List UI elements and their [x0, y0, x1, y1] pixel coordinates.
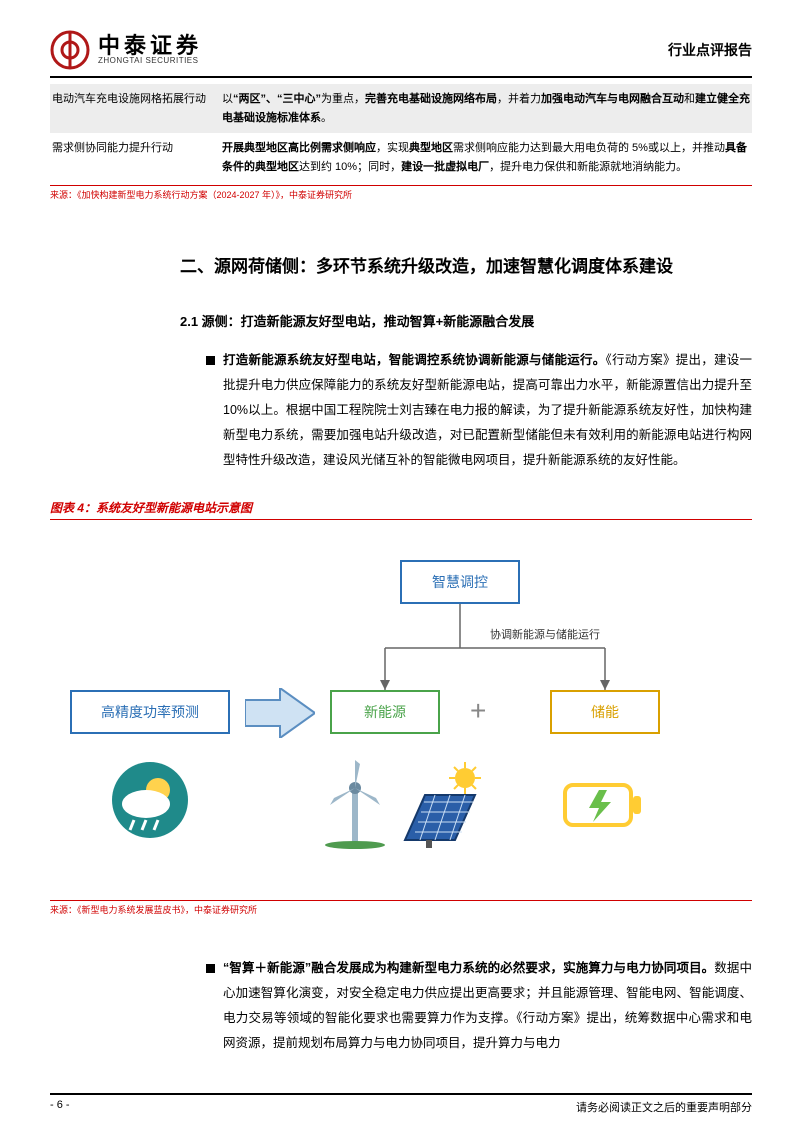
diagram-node-new-energy: 新能源: [330, 690, 440, 734]
table-cell-name: 电动汽车充电设施网格拓展行动: [50, 84, 220, 133]
diagram-edge-label: 协调新能源与储能运行: [490, 626, 600, 642]
big-arrow-icon: [245, 688, 315, 738]
diagram-node-storage: 储能: [550, 690, 660, 734]
figure-source: 来源：《新型电力系统发展蓝皮书》，中泰证券研究所: [50, 900, 752, 916]
bullet-item: 打造新能源系统友好型电站，智能调控系统协调新能源与储能运行。《行动方案》提出，建…: [206, 348, 752, 473]
section-body: 二、源网荷储侧：多环节系统升级改造，加速智慧化调度体系建设 2.1 源侧：打造新…: [50, 251, 752, 473]
solar-panel-icon: [400, 760, 490, 850]
bullet-text: “智算＋新能源”融合发展成为构建新型电力系统的必然要求，实施算力与电力协同项目。…: [223, 956, 752, 1056]
table-cell-name: 需求侧协同能力提升行动: [50, 133, 220, 182]
figure-title: 图表 4：系统友好型新能源电站示意图: [50, 499, 752, 520]
action-table: 电动汽车充电设施网格拓展行动 以“两区”、“三中心”为重点，完善充电基础设施网络…: [50, 84, 752, 183]
page-number: - 6 -: [50, 1099, 70, 1115]
table-cell-desc: 以“两区”、“三中心”为重点，完善充电基础设施网络布局，并着力加强电动汽车与电网…: [220, 84, 752, 133]
table-row: 需求侧协同能力提升行动 开展典型地区高比例需求侧响应，实现典型地区需求侧响应能力…: [50, 133, 752, 182]
wind-turbine-icon: [320, 760, 390, 850]
logo-text-en: ZHONGTAI SECURITIES: [98, 57, 202, 65]
page-header: 中泰证券 ZHONGTAI SECURITIES 行业点评报告: [50, 30, 752, 78]
section-body-2: “智算＋新能源”融合发展成为构建新型电力系统的必然要求，实施算力与电力协同项目。…: [50, 956, 752, 1056]
disclaimer-note: 请务必阅读正文之后的重要声明部分: [576, 1099, 752, 1115]
table-cell-desc: 开展典型地区高比例需求侧响应，实现典型地区需求侧响应能力达到最大用电负荷的 5%…: [220, 133, 752, 182]
section-heading: 二、源网荷储侧：多环节系统升级改造，加速智慧化调度体系建设: [180, 251, 752, 283]
doc-type: 行业点评报告: [668, 40, 752, 60]
table-source: 来源：《加快构建新型电力系统行动方案（2024-2027 年）》，中泰证券研究所: [50, 185, 752, 201]
section-subheading: 2.1 源侧：打造新能源友好型电站，推动智算+新能源融合发展: [180, 311, 752, 330]
brand-logo: 中泰证券 ZHONGTAI SECURITIES: [50, 30, 202, 70]
diagram-plus: +: [470, 695, 486, 727]
diagram-node-left: 高精度功率预测: [70, 690, 230, 734]
bullet-square-icon: [206, 356, 215, 365]
diagram-system-friendly-station: 智慧调控 协调新能源与储能运行 高精度功率预测 新能源 + 储能: [50, 560, 752, 890]
table-row: 电动汽车充电设施网格拓展行动 以“两区”、“三中心”为重点，完善充电基础设施网络…: [50, 84, 752, 133]
page-footer: - 6 - 请务必阅读正文之后的重要声明部分: [50, 1093, 752, 1115]
logo-text-cn: 中泰证券: [98, 35, 202, 57]
bullet-item: “智算＋新能源”融合发展成为构建新型电力系统的必然要求，实施算力与电力协同项目。…: [206, 956, 752, 1056]
bullet-text: 打造新能源系统友好型电站，智能调控系统协调新能源与储能运行。《行动方案》提出，建…: [223, 348, 752, 473]
weather-icon: [110, 760, 190, 840]
logo-icon: [50, 30, 90, 70]
diagram-node-top: 智慧调控: [400, 560, 520, 604]
battery-icon: [555, 760, 645, 850]
bullet-square-icon: [206, 964, 215, 973]
